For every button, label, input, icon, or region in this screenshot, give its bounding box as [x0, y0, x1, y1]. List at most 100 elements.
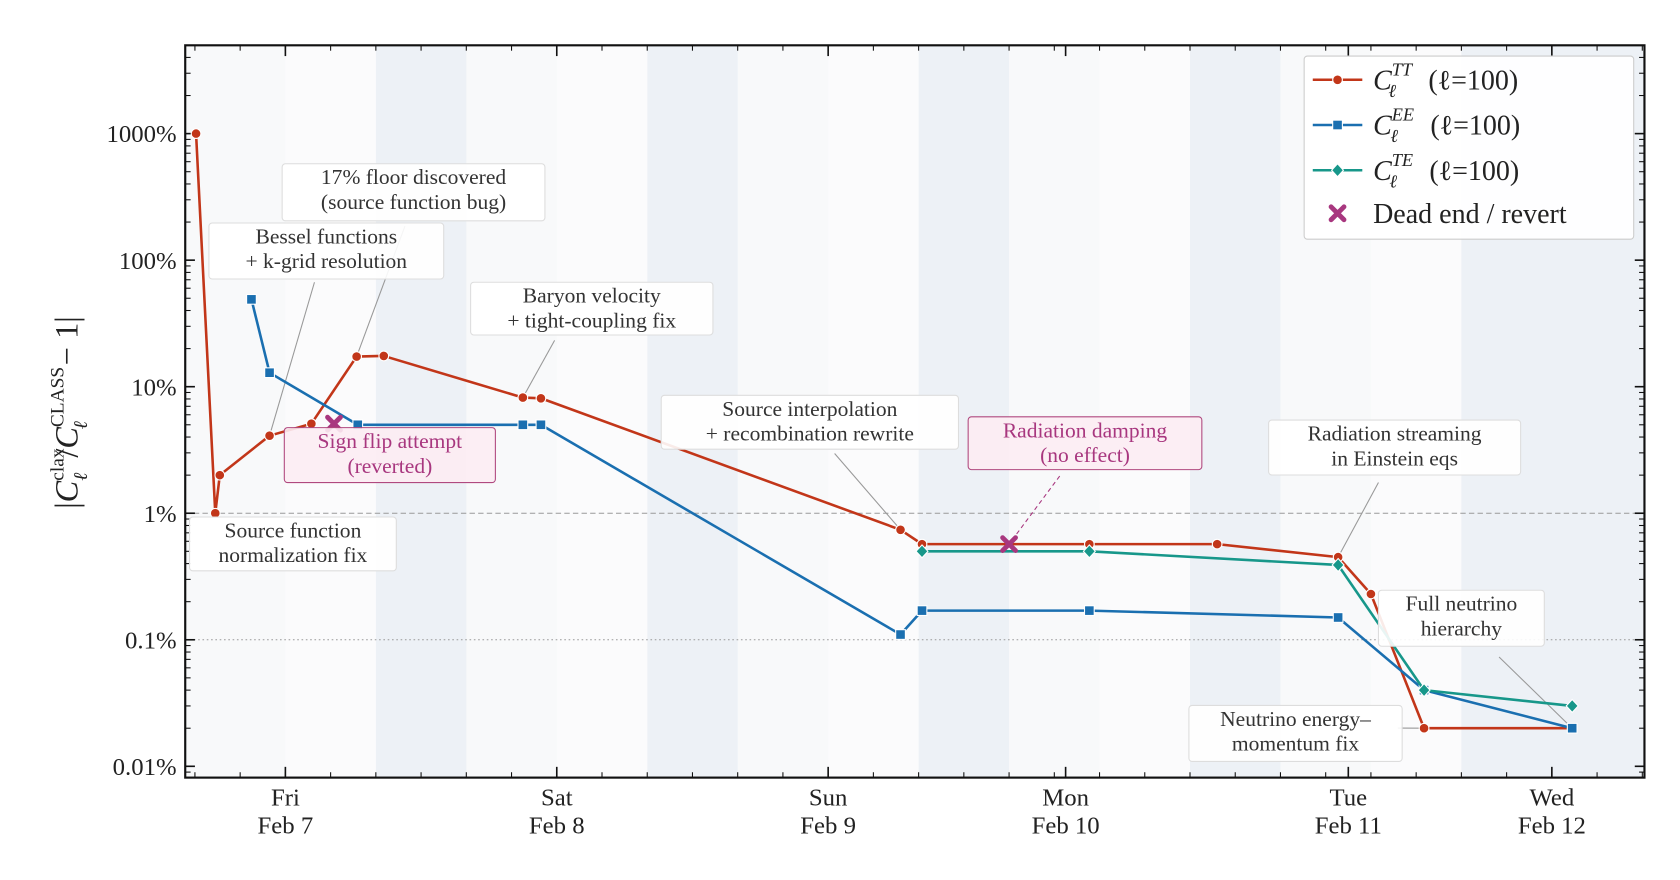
- y-tick-label: 100%: [119, 248, 177, 275]
- annotation-box: [1188, 704, 1403, 762]
- x-tick-date: Feb 8: [529, 813, 585, 840]
- annotation-box: [1268, 419, 1522, 476]
- annotation-text: momentum fix: [1232, 732, 1360, 756]
- annotation-text: (source function bug): [321, 190, 506, 214]
- data-point-ee: [916, 605, 928, 616]
- annotation: Sign flip attempt(reverted): [283, 427, 496, 484]
- dead-end-marker: [1000, 535, 1018, 554]
- annotation: 17% floor discovered(source function bug…: [281, 163, 546, 222]
- data-point-tt: [378, 350, 390, 362]
- data-point-tt: [1418, 722, 1430, 734]
- legend-marker: [1330, 162, 1345, 178]
- x-tick-date: Feb 10: [1032, 813, 1100, 840]
- annotation-text: hierarchy: [1421, 616, 1502, 640]
- x-tick-day: Sat: [541, 785, 573, 812]
- series-te: [915, 544, 1579, 714]
- annotation-text: Baryon velocity: [523, 284, 661, 308]
- legend: CTT ℓ (ℓ=100)CEE ℓ (ℓ=100)CTE ℓ (ℓ=100) Dead en…: [1303, 55, 1635, 240]
- annotation-leader: [834, 453, 901, 531]
- annotation-text: 17% floor discovered: [321, 165, 506, 189]
- data-point-ee: [535, 419, 547, 431]
- legend-label: CEE ℓ (ℓ=100): [1373, 105, 1520, 147]
- legend-marker: [1332, 119, 1343, 131]
- annotation-text: Bessel functions: [255, 224, 397, 248]
- annotation-text: in Einstein eqs: [1331, 446, 1458, 470]
- data-point-ee: [517, 419, 529, 431]
- y-tick-label: 10%: [131, 374, 176, 401]
- data-point-tt: [351, 351, 363, 362]
- x-tick-day: Fri: [271, 785, 300, 812]
- annotation-box: [208, 222, 445, 280]
- data-point-tt: [895, 524, 906, 536]
- data-point-ee: [264, 367, 275, 379]
- annotation-text: Radiation streaming: [1308, 422, 1482, 446]
- data-point-tt: [190, 128, 202, 139]
- x-tick-day: Mon: [1042, 785, 1089, 812]
- data-point-tt: [1365, 588, 1377, 600]
- x-tick-date: Feb 7: [258, 813, 314, 840]
- x-tick-day: Sun: [809, 785, 848, 812]
- annotation-box: [660, 394, 959, 450]
- y-tick-label: 1%: [144, 501, 177, 528]
- annotation-box: [283, 427, 496, 484]
- annotation-box: [189, 516, 397, 572]
- annotation-leader: [1008, 475, 1061, 545]
- annotation-text: (reverted): [347, 454, 432, 478]
- annotation-leader: [1337, 482, 1379, 558]
- annotation-leader: [522, 340, 556, 398]
- annotation-text: normalization fix: [219, 543, 368, 567]
- data-point-te: [1417, 682, 1431, 698]
- annotation: Baryon velocity+ tight-coupling fix: [470, 281, 714, 336]
- x-tick-date: Feb 12: [1518, 813, 1586, 840]
- annotation-text: Source function: [225, 518, 362, 542]
- annotation: Radiation damping(no effect): [967, 416, 1203, 471]
- data-point-te: [1331, 557, 1345, 573]
- data-point-ee: [895, 629, 906, 640]
- annotation-text: (no effect): [1040, 443, 1130, 467]
- annotation-text: Sign flip attempt: [318, 429, 463, 453]
- annotation: Neutrino energy–momentum fix: [1188, 704, 1403, 762]
- legend-marker-dead-end: [1328, 204, 1347, 223]
- y-tick-label: 0.01%: [113, 754, 177, 781]
- night-band: [375, 45, 467, 778]
- day-band: [1099, 45, 1190, 778]
- series-layer: [190, 128, 1579, 734]
- annotation-text: Radiation damping: [1003, 418, 1168, 442]
- day-band: [556, 45, 648, 778]
- axes-frame: [184, 44, 1646, 779]
- annotation-box: [967, 416, 1203, 471]
- legend-marker: [1332, 74, 1343, 86]
- x-tick-day: Wed: [1529, 785, 1574, 812]
- x-tick-date: Feb 11: [1315, 813, 1382, 840]
- legend-label: CTT ℓ (ℓ=100): [1373, 59, 1518, 101]
- day-band: [285, 45, 376, 778]
- data-point-tt: [517, 392, 529, 403]
- series-ee: [246, 293, 1578, 734]
- data-point-te: [915, 544, 929, 559]
- data-point-ee: [1566, 722, 1578, 734]
- annotation: Bessel functions+ k-grid resolution: [208, 222, 445, 280]
- annotation-text: + recombination rewrite: [706, 422, 914, 446]
- y-tick-label: 0.1%: [125, 627, 177, 654]
- x-tick-date: Feb 9: [800, 813, 856, 840]
- legend-box: [1303, 55, 1635, 240]
- data-point-ee: [1083, 605, 1095, 616]
- annotation-leader: [269, 282, 315, 436]
- data-point-tt: [264, 430, 275, 442]
- x-tick-day: Tue: [1330, 785, 1368, 812]
- annotation-text: Source interpolation: [722, 397, 897, 421]
- annotation-leader: [1498, 656, 1573, 729]
- night-band: [1190, 45, 1281, 778]
- annotation-text: Full neutrino: [1406, 592, 1518, 616]
- data-point-ee: [246, 293, 257, 305]
- y-tick-label: 1000%: [106, 121, 176, 148]
- annotation-text: Neutrino energy–: [1220, 707, 1371, 731]
- annotation-box: [470, 281, 714, 336]
- annotation-text: + tight-coupling fix: [507, 308, 676, 332]
- annotation: Source interpolation+ recombination rewr…: [660, 394, 959, 450]
- data-point-ee: [1332, 612, 1344, 623]
